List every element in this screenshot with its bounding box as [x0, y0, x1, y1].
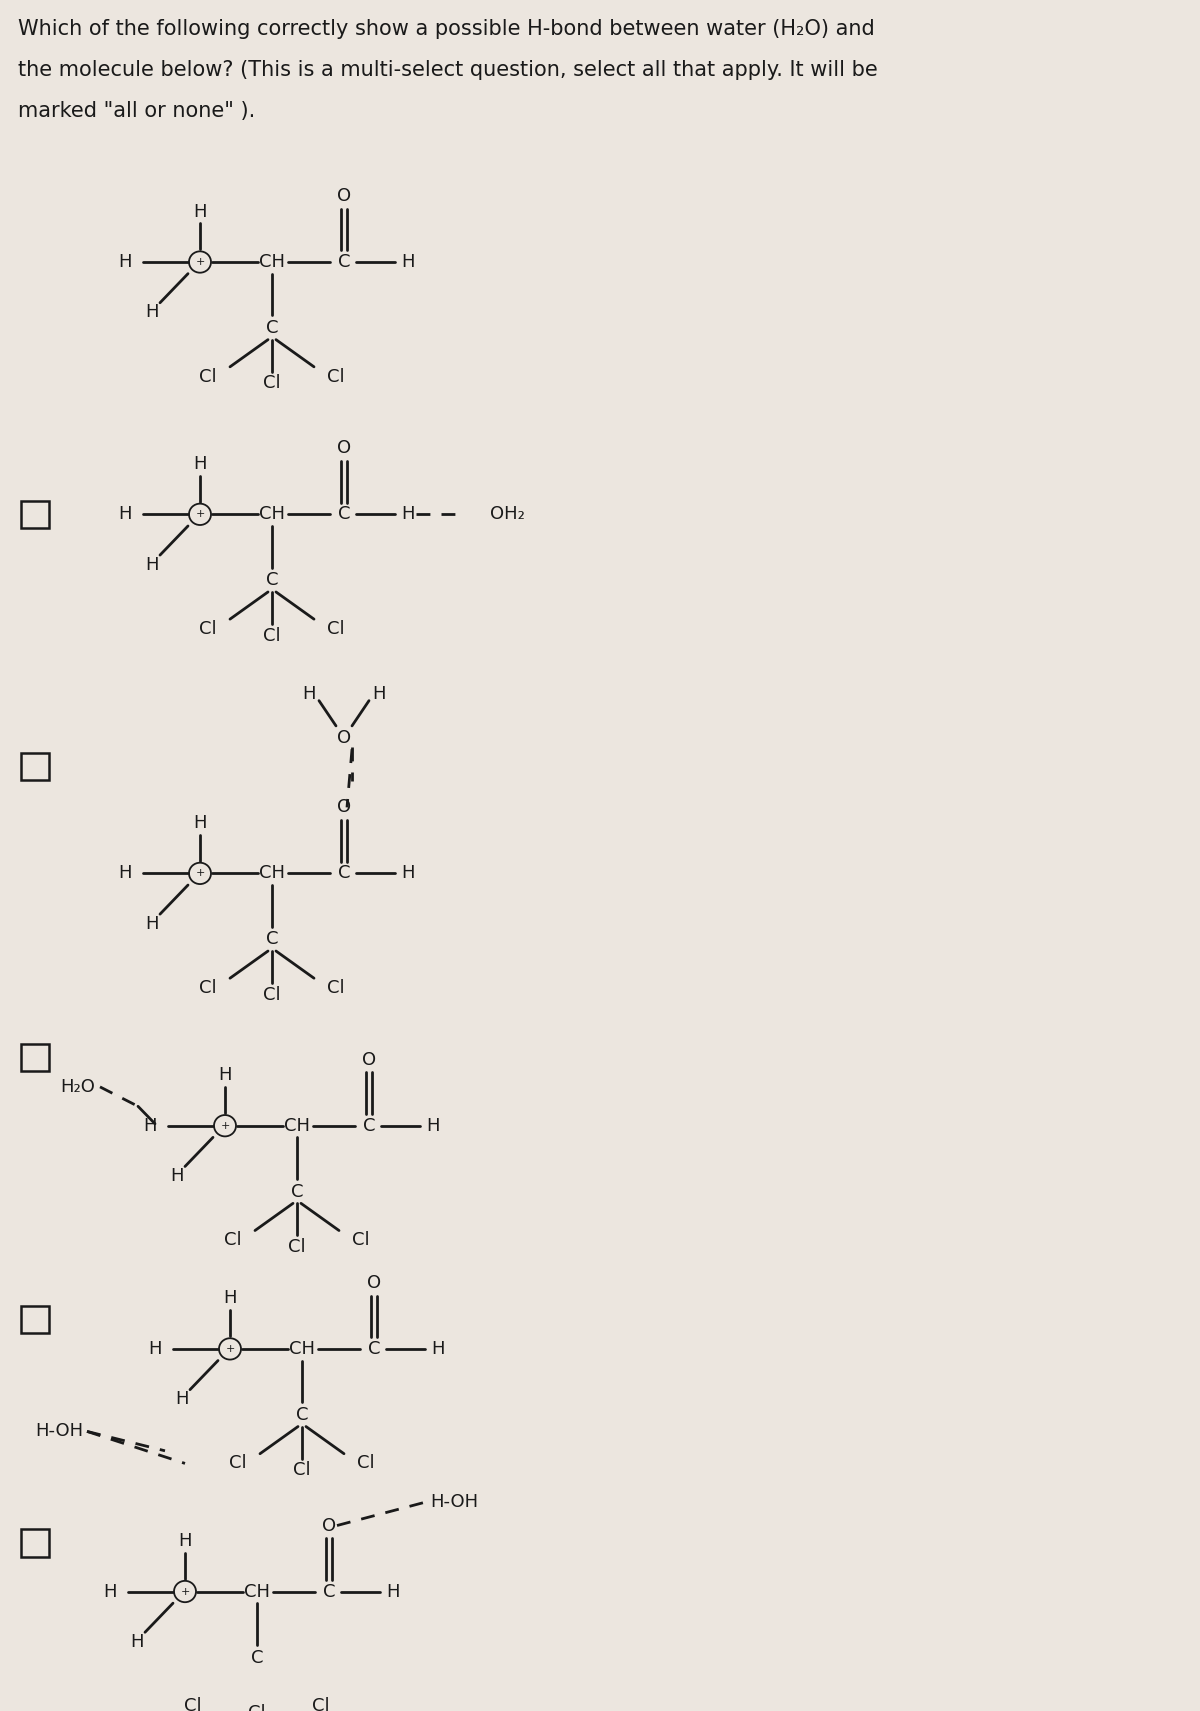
Text: C: C — [362, 1117, 376, 1134]
Text: Cl: Cl — [263, 375, 281, 392]
Text: H: H — [130, 1632, 144, 1651]
Text: marked "all or none" ).: marked "all or none" ). — [18, 101, 256, 121]
Text: +: + — [196, 510, 205, 520]
Text: H: H — [193, 455, 206, 472]
Text: CH: CH — [259, 505, 286, 524]
Text: O: O — [322, 1516, 336, 1535]
Text: H: H — [145, 556, 158, 573]
Text: CH: CH — [244, 1583, 270, 1600]
Text: H: H — [401, 505, 415, 524]
Text: H: H — [193, 814, 206, 832]
Text: Cl: Cl — [199, 368, 217, 385]
Text: Cl: Cl — [358, 1454, 374, 1473]
Text: Cl: Cl — [199, 979, 217, 998]
Text: C: C — [337, 864, 350, 883]
Text: CH: CH — [259, 864, 286, 883]
Text: H: H — [223, 1290, 236, 1307]
Text: Cl: Cl — [263, 986, 281, 1004]
Text: O: O — [337, 186, 352, 205]
Text: Cl: Cl — [293, 1461, 311, 1480]
Text: Cl: Cl — [312, 1697, 330, 1711]
Text: H: H — [401, 864, 415, 883]
Text: H: H — [372, 684, 385, 703]
Text: H: H — [179, 1531, 192, 1550]
Text: +: + — [226, 1343, 235, 1353]
Text: Cl: Cl — [248, 1704, 266, 1711]
Text: H: H — [170, 1167, 184, 1186]
Text: Cl: Cl — [326, 979, 344, 998]
Text: C: C — [290, 1182, 304, 1201]
Text: H: H — [401, 253, 415, 270]
Text: H: H — [145, 303, 158, 322]
Text: O: O — [337, 440, 352, 457]
Text: H: H — [103, 1583, 118, 1600]
Text: Cl: Cl — [326, 619, 344, 638]
Text: C: C — [251, 1648, 263, 1667]
Text: H: H — [431, 1340, 445, 1359]
Text: H: H — [119, 253, 132, 270]
Bar — [22, 1305, 49, 1333]
Text: H: H — [119, 864, 132, 883]
Text: CH: CH — [289, 1340, 314, 1359]
Text: +: + — [196, 869, 205, 878]
Text: H-OH: H-OH — [35, 1422, 83, 1441]
Text: C: C — [265, 931, 278, 948]
Text: +: + — [221, 1121, 229, 1131]
Text: CH: CH — [284, 1117, 310, 1134]
Text: OH₂: OH₂ — [490, 505, 524, 524]
Text: Which of the following correctly show a possible H-bond between water (H₂O) and: Which of the following correctly show a … — [18, 19, 875, 39]
Bar — [22, 501, 49, 529]
Text: C: C — [367, 1340, 380, 1359]
Text: Cl: Cl — [224, 1232, 242, 1249]
Text: O: O — [367, 1275, 382, 1292]
Text: H: H — [119, 505, 132, 524]
Bar — [22, 1530, 49, 1557]
Text: H: H — [175, 1391, 188, 1408]
Text: H-OH: H-OH — [430, 1494, 478, 1511]
Text: CH: CH — [259, 253, 286, 270]
Text: +: + — [196, 257, 205, 267]
Text: O: O — [337, 729, 352, 746]
Text: H₂O: H₂O — [60, 1078, 95, 1095]
Text: Cl: Cl — [185, 1697, 202, 1711]
Text: the molecule below? (This is a multi-select question, select all that apply. It : the molecule below? (This is a multi-sel… — [18, 60, 877, 80]
Text: H: H — [149, 1340, 162, 1359]
Text: H: H — [144, 1117, 157, 1134]
Text: C: C — [323, 1583, 335, 1600]
Text: Cl: Cl — [229, 1454, 247, 1473]
Text: Cl: Cl — [326, 368, 344, 385]
Text: O: O — [362, 1051, 376, 1069]
Text: Cl: Cl — [288, 1239, 306, 1256]
Text: C: C — [265, 318, 278, 337]
Text: H: H — [145, 915, 158, 932]
Text: H: H — [218, 1066, 232, 1085]
Bar — [22, 1044, 49, 1071]
Text: H: H — [426, 1117, 439, 1134]
Text: Cl: Cl — [199, 619, 217, 638]
Text: O: O — [337, 799, 352, 816]
Text: +: + — [180, 1586, 190, 1596]
Text: H: H — [302, 684, 316, 703]
Text: C: C — [265, 571, 278, 589]
Text: C: C — [337, 505, 350, 524]
Text: Cl: Cl — [263, 626, 281, 645]
Bar — [22, 753, 49, 780]
Text: H: H — [386, 1583, 400, 1600]
Text: H: H — [193, 202, 206, 221]
Text: C: C — [337, 253, 350, 270]
Text: Cl: Cl — [352, 1232, 370, 1249]
Text: C: C — [295, 1406, 308, 1424]
